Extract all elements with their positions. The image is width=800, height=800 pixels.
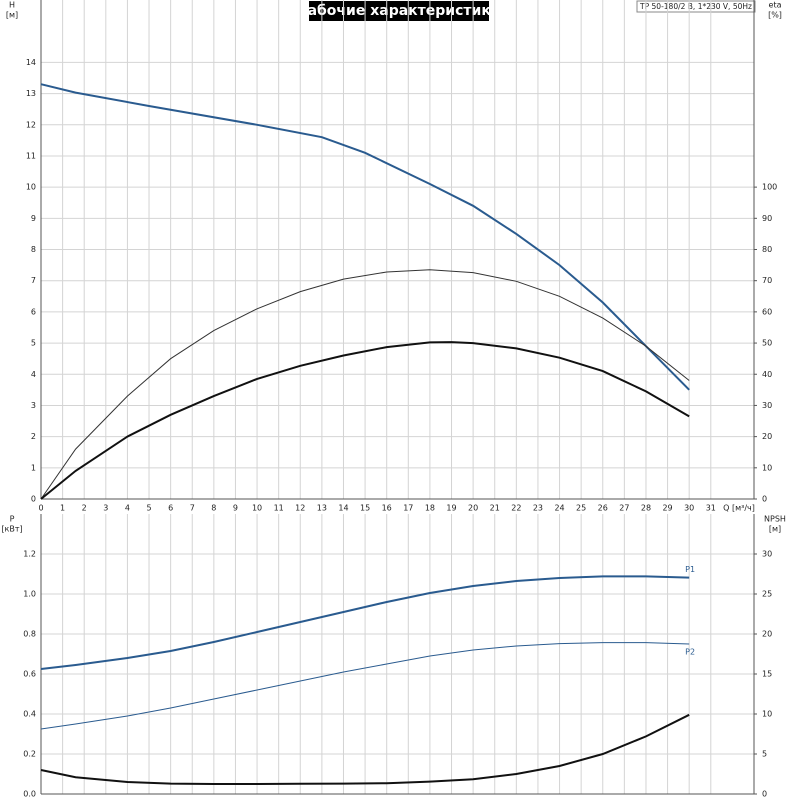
x-tick-label: 7 [190,504,195,513]
y-tick-label: 0 [31,495,36,504]
y-tick-label: 5 [31,339,36,348]
y2-tick-label: 70 [762,276,772,285]
y-tick-label: 6 [31,307,36,316]
x-tick-label: 1 [60,504,65,513]
x-tick-label: 30 [684,504,694,513]
y-unit: [кВт] [1,525,22,534]
y2-tick-label: 60 [762,307,772,316]
y2-tick-label: 15 [762,670,772,679]
y2-tick-label: 0 [762,495,767,504]
y2-tick-label: 30 [762,401,772,410]
y2-tick-label: 10 [762,710,772,719]
x-tick-label: 3 [103,504,108,513]
y2-tick-label: 20 [762,432,772,441]
y-tick-label: 0.0 [23,790,36,799]
y2-tick-label: 30 [762,550,772,559]
x-tick-label: 25 [576,504,586,513]
y2-tick-label: 80 [762,245,772,254]
curve [40,713,690,785]
x-tick-label: 18 [425,504,435,513]
y2-tick-label: 10 [762,463,772,472]
x-tick-label: 0 [38,504,43,513]
x-tick-label: 14 [338,504,348,513]
x-tick-label: 27 [619,504,629,513]
x-tick-label: 6 [168,504,173,513]
x-tick-label: 26 [598,504,608,513]
y-tick-label: 8 [31,245,36,254]
curve [40,269,690,500]
y-tick-label: 1.0 [23,590,36,599]
y-tick-label: 0.4 [23,710,36,719]
y-tick-label: 13 [26,89,36,98]
x-tick-label: 10 [252,504,262,513]
x-label: Q [м³/ч] [723,504,755,513]
curve [40,341,690,500]
x-tick-label: 22 [511,504,521,513]
y-tick-label: 1.2 [23,550,36,559]
x-tick-label: 31 [706,504,716,513]
y2-unit: [м] [769,525,781,534]
x-tick-label: 17 [403,504,413,513]
pump-label: TP 50-180/2 B, 1*230 V, 50Hz [639,2,752,11]
y2-unit: [%] [768,11,782,20]
y-tick-label: 0.8 [23,630,36,639]
y-tick-label: 14 [26,58,36,67]
curve [40,83,690,391]
y2-tick-label: 90 [762,214,772,223]
y2-label: NPSH [764,515,786,524]
x-tick-label: 24 [554,504,564,513]
title-box [309,1,489,21]
x-tick-label: 19 [446,504,456,513]
x-tick-label: 20 [468,504,478,513]
x-tick-label: 13 [317,504,327,513]
y2-tick-label: 50 [762,339,772,348]
y-tick-label: 10 [26,183,36,192]
x-tick-label: 11 [274,504,284,513]
y-tick-label: 2 [31,432,36,441]
x-tick-label: 2 [82,504,87,513]
chart-title: Рабочие характеристики [297,3,500,19]
x-tick-label: 12 [295,504,305,513]
curve [40,575,690,670]
y-tick-label: 7 [31,276,36,285]
y-unit: [м] [6,11,18,20]
y-tick-label: 9 [31,214,36,223]
y-tick-label: 3 [31,401,36,410]
x-tick-label: 23 [533,504,543,513]
x-tick-label: 29 [662,504,672,513]
y2-tick-label: 40 [762,370,772,379]
y2-tick-label: 5 [762,750,767,759]
y2-tick-label: 20 [762,630,772,639]
x-tick-label: 15 [360,504,370,513]
y-tick-label: 0.6 [23,670,36,679]
y2-tick-label: 25 [762,590,772,599]
y-tick-label: 11 [26,151,36,160]
x-tick-label: 28 [641,504,651,513]
x-tick-label: 4 [125,504,130,513]
series-label: P1 [685,565,695,574]
x-tick-label: 16 [382,504,392,513]
x-tick-label: 5 [146,504,151,513]
y2-tick-label: 0 [762,790,767,799]
y-tick-label: 0.2 [23,750,36,759]
y2-tick-label: 100 [762,183,777,192]
x-tick-label: 9 [233,504,238,513]
curve [40,642,690,730]
x-tick-label: 8 [211,504,216,513]
y-label: H [9,1,15,10]
pump-box [636,0,756,13]
y-tick-label: 4 [31,370,36,379]
y-tick-label: 1 [31,463,36,472]
y2-label: eta [769,1,782,10]
y-tick-label: 12 [26,120,36,129]
y-label: P [10,515,15,524]
x-tick-label: 21 [490,504,500,513]
series-label: P2 [685,648,695,657]
